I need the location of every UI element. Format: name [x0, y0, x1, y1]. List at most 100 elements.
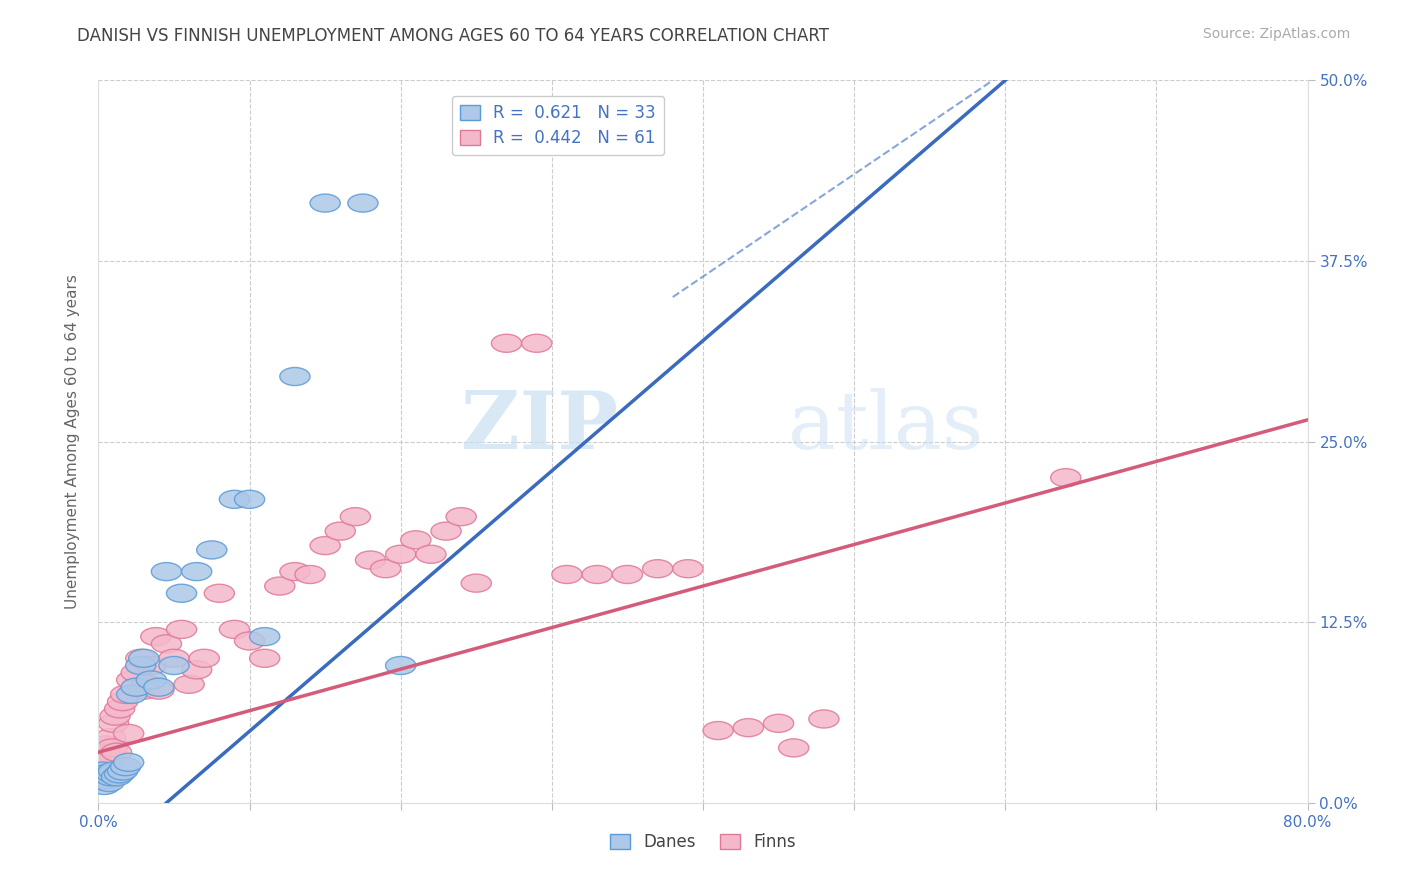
- Ellipse shape: [673, 559, 703, 578]
- Ellipse shape: [159, 657, 188, 674]
- Ellipse shape: [250, 649, 280, 667]
- Ellipse shape: [280, 563, 311, 581]
- Ellipse shape: [84, 772, 115, 790]
- Ellipse shape: [91, 764, 121, 783]
- Ellipse shape: [432, 522, 461, 541]
- Ellipse shape: [190, 649, 219, 667]
- Ellipse shape: [779, 739, 808, 757]
- Ellipse shape: [104, 700, 135, 718]
- Text: Source: ZipAtlas.com: Source: ZipAtlas.com: [1202, 27, 1350, 41]
- Ellipse shape: [808, 710, 839, 728]
- Ellipse shape: [703, 722, 734, 739]
- Ellipse shape: [166, 584, 197, 602]
- Ellipse shape: [111, 757, 141, 776]
- Ellipse shape: [93, 771, 122, 789]
- Ellipse shape: [125, 649, 156, 667]
- Legend: Danes, Finns: Danes, Finns: [602, 825, 804, 860]
- Ellipse shape: [416, 545, 446, 563]
- Ellipse shape: [174, 675, 204, 693]
- Ellipse shape: [98, 762, 129, 780]
- Ellipse shape: [129, 649, 159, 667]
- Ellipse shape: [129, 681, 159, 699]
- Ellipse shape: [94, 773, 124, 791]
- Ellipse shape: [152, 635, 181, 653]
- Ellipse shape: [121, 678, 152, 697]
- Ellipse shape: [87, 762, 118, 780]
- Text: DANISH VS FINNISH UNEMPLOYMENT AMONG AGES 60 TO 64 YEARS CORRELATION CHART: DANISH VS FINNISH UNEMPLOYMENT AMONG AGE…: [77, 27, 830, 45]
- Ellipse shape: [104, 764, 135, 783]
- Ellipse shape: [250, 628, 280, 646]
- Ellipse shape: [90, 776, 120, 795]
- Ellipse shape: [371, 559, 401, 578]
- Text: atlas: atlas: [787, 388, 983, 467]
- Ellipse shape: [181, 563, 212, 581]
- Ellipse shape: [90, 743, 120, 761]
- Ellipse shape: [219, 620, 250, 639]
- Ellipse shape: [582, 566, 613, 583]
- Ellipse shape: [280, 368, 311, 385]
- Ellipse shape: [132, 675, 162, 693]
- Ellipse shape: [93, 754, 122, 772]
- Ellipse shape: [101, 768, 132, 786]
- Ellipse shape: [100, 707, 131, 725]
- Ellipse shape: [734, 719, 763, 737]
- Ellipse shape: [97, 739, 127, 757]
- Ellipse shape: [111, 685, 141, 704]
- Ellipse shape: [96, 729, 125, 747]
- Ellipse shape: [763, 714, 793, 732]
- Ellipse shape: [446, 508, 477, 525]
- Ellipse shape: [96, 768, 125, 786]
- Ellipse shape: [97, 764, 127, 783]
- Ellipse shape: [84, 757, 115, 776]
- Ellipse shape: [1050, 468, 1081, 487]
- Ellipse shape: [461, 574, 492, 592]
- Ellipse shape: [613, 566, 643, 583]
- Ellipse shape: [181, 661, 212, 679]
- Ellipse shape: [401, 531, 432, 549]
- Ellipse shape: [107, 692, 138, 711]
- Ellipse shape: [101, 743, 132, 761]
- Ellipse shape: [117, 671, 146, 689]
- Ellipse shape: [166, 620, 197, 639]
- Ellipse shape: [87, 764, 118, 783]
- Y-axis label: Unemployment Among Ages 60 to 64 years: Unemployment Among Ages 60 to 64 years: [65, 274, 80, 609]
- Ellipse shape: [340, 508, 371, 525]
- Ellipse shape: [264, 577, 295, 595]
- Ellipse shape: [551, 566, 582, 583]
- Ellipse shape: [143, 681, 174, 699]
- Ellipse shape: [385, 657, 416, 674]
- Ellipse shape: [325, 522, 356, 541]
- Ellipse shape: [522, 334, 551, 352]
- Ellipse shape: [643, 559, 673, 578]
- Ellipse shape: [311, 537, 340, 555]
- Ellipse shape: [295, 566, 325, 583]
- Ellipse shape: [152, 563, 181, 581]
- Ellipse shape: [204, 584, 235, 602]
- Text: ZIP: ZIP: [461, 388, 619, 467]
- Ellipse shape: [492, 334, 522, 352]
- Ellipse shape: [219, 491, 250, 508]
- Ellipse shape: [125, 657, 156, 674]
- Ellipse shape: [311, 194, 340, 212]
- Ellipse shape: [136, 657, 166, 674]
- Ellipse shape: [114, 724, 143, 742]
- Ellipse shape: [356, 551, 385, 569]
- Ellipse shape: [159, 649, 188, 667]
- Ellipse shape: [86, 768, 117, 786]
- Ellipse shape: [91, 736, 121, 754]
- Ellipse shape: [121, 664, 152, 681]
- Ellipse shape: [143, 678, 174, 697]
- Ellipse shape: [235, 632, 264, 650]
- Ellipse shape: [136, 671, 166, 689]
- Ellipse shape: [385, 545, 416, 563]
- Ellipse shape: [94, 747, 124, 765]
- Ellipse shape: [117, 685, 146, 704]
- Ellipse shape: [347, 194, 378, 212]
- Ellipse shape: [235, 491, 264, 508]
- Ellipse shape: [197, 541, 226, 559]
- Ellipse shape: [86, 750, 117, 769]
- Ellipse shape: [107, 762, 138, 780]
- Ellipse shape: [114, 754, 143, 772]
- Ellipse shape: [98, 714, 129, 732]
- Ellipse shape: [141, 628, 172, 646]
